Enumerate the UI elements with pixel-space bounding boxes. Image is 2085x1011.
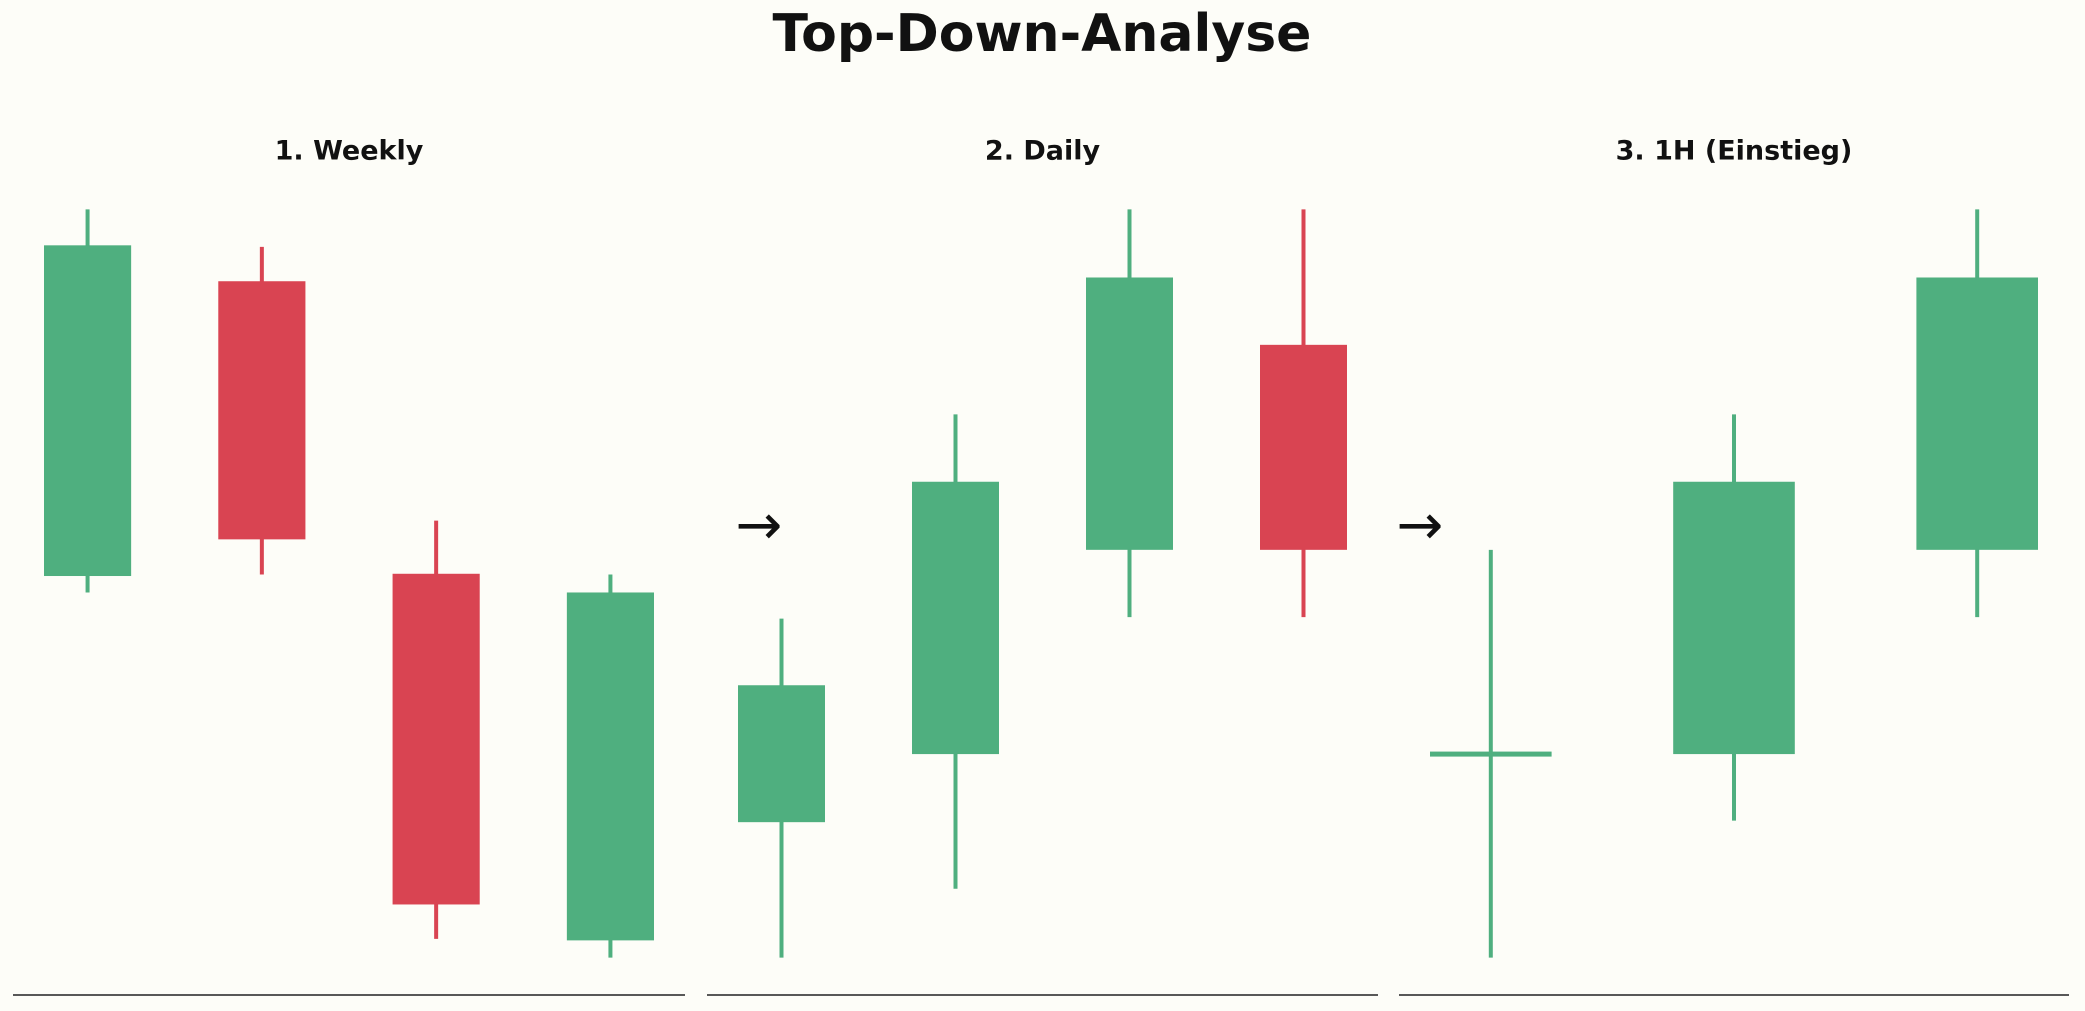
candle-body xyxy=(1260,344,1347,550)
candle-body xyxy=(1916,277,2038,550)
candle-body xyxy=(566,592,654,941)
panel-title: 2. Daily xyxy=(985,136,1101,167)
candle-body xyxy=(738,685,825,823)
arrow: → xyxy=(1397,493,1444,558)
panel-title: 1. Weekly xyxy=(275,136,424,167)
candle-body xyxy=(1673,481,1795,755)
candle-body xyxy=(218,281,306,540)
candle-body xyxy=(1086,277,1173,550)
panel-title: 3. 1H (Einstieg) xyxy=(1616,136,1853,167)
figure-title: Top-Down-Analyse xyxy=(773,4,1312,64)
candle-body xyxy=(392,573,480,905)
candle-body xyxy=(912,481,999,755)
candle-body xyxy=(44,245,132,577)
arrow: → xyxy=(736,493,783,558)
candle-body xyxy=(1430,751,1552,757)
